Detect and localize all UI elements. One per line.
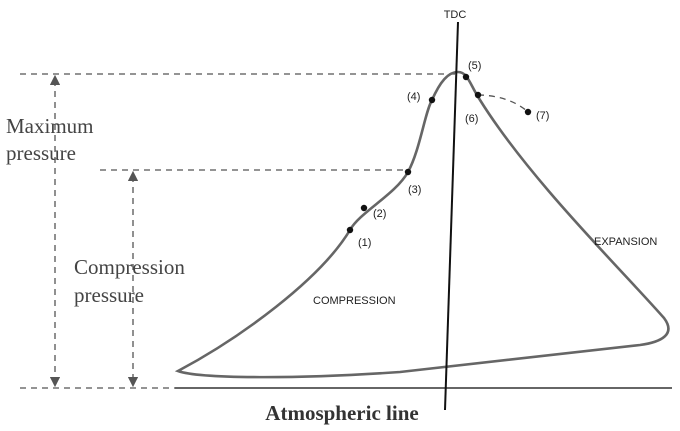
expansion-label: EXPANSION [594, 236, 657, 248]
compression-label: COMPRESSION [313, 295, 396, 307]
point [428, 96, 436, 104]
maximum-pressure: pressure [6, 141, 76, 165]
point [360, 204, 368, 212]
compression-pressure: pressure [74, 283, 144, 307]
point-label: (5) [468, 60, 481, 72]
compression-pressure: Compression [74, 255, 185, 279]
point-label: (4) [407, 91, 420, 103]
point [524, 108, 532, 116]
atmospheric-line-label: Atmospheric line [265, 401, 418, 425]
point [462, 73, 470, 81]
pressure-curve [174, 70, 670, 379]
point-label: (1) [358, 237, 371, 249]
maximum-pressure: Maximum [6, 114, 94, 138]
tdc-line [444, 21, 459, 411]
tdc-label: TDC [444, 9, 467, 21]
point-label: (2) [373, 208, 386, 220]
point [346, 226, 354, 234]
dashed-continuation [477, 94, 529, 113]
point-label: (3) [408, 184, 421, 196]
points [346, 73, 532, 234]
point [404, 168, 412, 176]
point [474, 91, 482, 99]
point-label: (7) [536, 110, 549, 122]
point-label: (6) [465, 113, 478, 125]
